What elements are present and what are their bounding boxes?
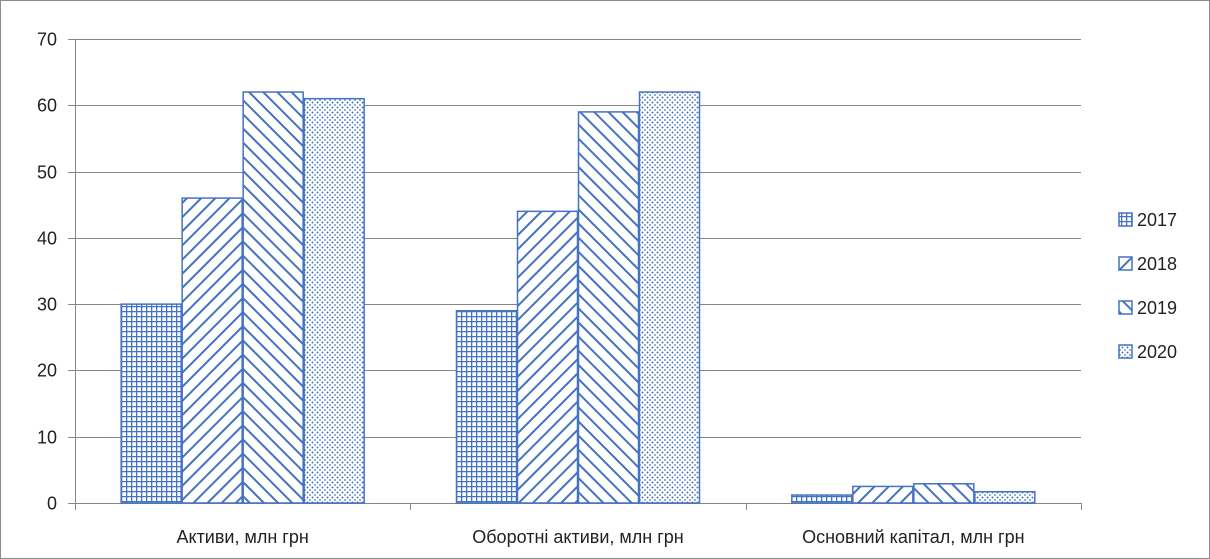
bar-2018-3	[852, 485, 914, 504]
legend-label-2020: 2020	[1137, 342, 1177, 362]
legend: 2017 2018 2019 2020	[1118, 210, 1177, 362]
x-category-label: Активи, млн грн	[176, 527, 308, 547]
legend-label-2019: 2019	[1137, 298, 1177, 318]
y-tick-label: 20	[37, 361, 57, 381]
y-tick-label: 60	[37, 96, 57, 116]
bar-2020-3	[974, 490, 1036, 504]
y-tick-label: 10	[37, 428, 57, 448]
y-tick-label: 30	[37, 295, 57, 315]
bar-2019-1	[242, 91, 304, 504]
bar-2017-3	[791, 494, 853, 504]
bar-2017-1	[120, 303, 182, 504]
x-category-label: Основний капітал, млн грн	[802, 527, 1025, 547]
x-category-label: Оборотні активи, млн грн	[472, 527, 683, 547]
legend-swatch-2020	[1118, 344, 1133, 359]
bars	[120, 91, 1036, 504]
bar-2018-1	[181, 197, 243, 504]
legend-label-2018: 2018	[1137, 254, 1177, 274]
bar-2017-2	[455, 310, 518, 504]
bar-2019-3	[913, 483, 975, 504]
bar-2020-1	[303, 97, 365, 504]
y-tick-label: 50	[37, 163, 57, 183]
y-tick-label: 40	[37, 229, 57, 249]
y-tick-label: 70	[37, 30, 57, 50]
bar-2018-2	[516, 210, 579, 504]
bar-2019-2	[577, 111, 640, 504]
bar-2020-2	[638, 91, 701, 504]
y-tick-label: 0	[47, 494, 57, 514]
labels: 0 10 20 30 40 50 60 70 Активи, млн грн Оборотні а…	[37, 30, 1025, 548]
legend-swatch-2019	[1118, 300, 1133, 315]
legend-label-2017: 2017	[1137, 210, 1177, 230]
legend-swatch-2017	[1118, 212, 1133, 227]
legend-swatch-2018	[1118, 256, 1133, 271]
